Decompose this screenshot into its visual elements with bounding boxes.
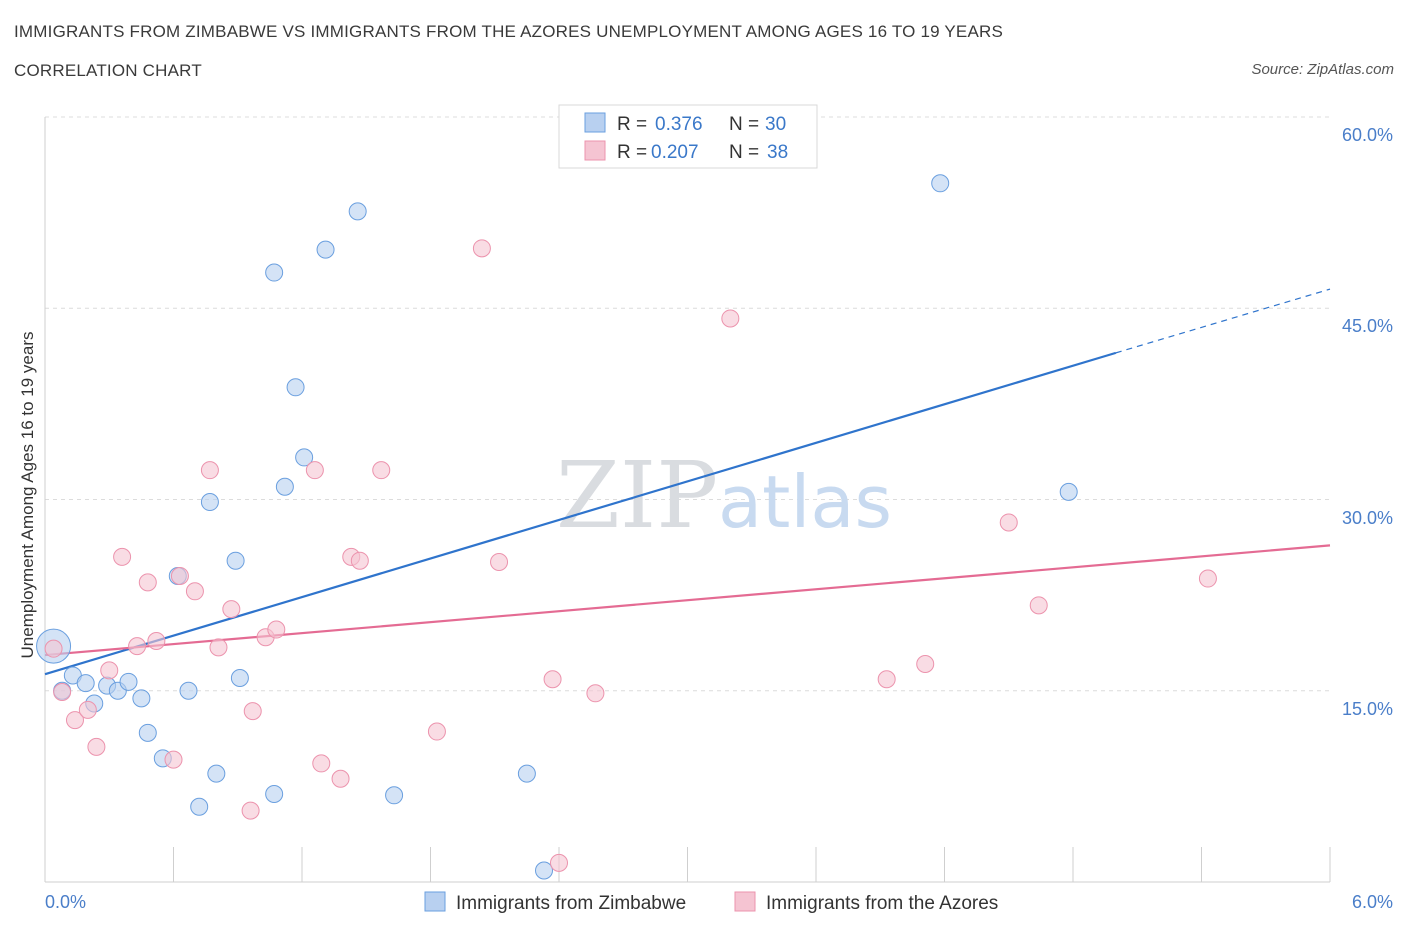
point-azores xyxy=(372,461,391,480)
legend-swatch-zimbabwe xyxy=(584,112,606,133)
point-azores xyxy=(543,670,562,689)
point-zimbabwe xyxy=(265,263,284,282)
chart-title: IMMIGRANTS FROM ZIMBABWE VS IMMIGRANTS F… xyxy=(14,22,1004,41)
point-azores xyxy=(550,853,568,872)
point-azores xyxy=(490,552,509,571)
legend-n-value-azores: 38 xyxy=(767,142,788,163)
legend-r-value-zimbabwe: 0.376 xyxy=(655,114,703,135)
point-zimbabwe xyxy=(286,378,305,397)
chart-subtitle: CORRELATION CHART xyxy=(14,61,202,80)
data-points xyxy=(36,174,1217,880)
bottom-legend-label-zimbabwe: Immigrants from Zimbabwe xyxy=(456,893,686,914)
legend-n-label-azores: N = xyxy=(729,142,759,163)
point-zimbabwe xyxy=(207,764,226,783)
legend-swatch-azores xyxy=(584,140,606,161)
y-tick-label-45: 45.0% xyxy=(1342,316,1393,336)
point-zimbabwe xyxy=(275,477,294,496)
point-azores xyxy=(241,801,260,820)
point-azores xyxy=(164,750,183,769)
point-azores xyxy=(305,461,324,480)
point-azores xyxy=(128,637,147,656)
point-azores xyxy=(586,684,605,703)
point-azores xyxy=(100,661,119,680)
bottom-legend-label-azores: Immigrants from the Azores xyxy=(766,893,998,914)
point-azores xyxy=(1029,596,1048,615)
point-zimbabwe xyxy=(200,493,219,512)
point-zimbabwe xyxy=(226,551,245,570)
point-azores xyxy=(267,620,286,639)
bottom-legend-swatch-zimbabwe xyxy=(424,891,446,912)
point-azores xyxy=(916,654,935,673)
point-zimbabwe xyxy=(385,786,404,805)
point-zimbabwe xyxy=(119,672,138,691)
point-zimbabwe xyxy=(316,240,335,259)
point-azores xyxy=(312,754,331,773)
point-zimbabwe xyxy=(517,764,536,783)
point-azores xyxy=(200,461,219,480)
point-azores xyxy=(44,639,63,658)
point-zimbabwe xyxy=(931,174,950,193)
point-zimbabwe xyxy=(190,797,209,816)
axes xyxy=(44,117,1331,883)
point-zimbabwe xyxy=(348,202,367,221)
point-azores xyxy=(87,737,106,756)
legend-r-label-zimbabwe: R = xyxy=(617,114,647,135)
point-azores xyxy=(170,567,189,585)
point-azores xyxy=(472,239,491,258)
point-azores xyxy=(877,670,896,689)
legend-n-value-zimbabwe: 30 xyxy=(765,114,786,135)
point-zimbabwe xyxy=(265,785,284,804)
trend-line-zimbabwe xyxy=(44,351,1117,676)
legend-n-label-zimbabwe: N = xyxy=(729,114,759,135)
point-azores xyxy=(331,769,350,788)
point-azores xyxy=(222,600,241,619)
x-tick-label-max: 6.0% xyxy=(1352,892,1393,912)
bottom-legend-swatch-azores xyxy=(734,891,756,912)
point-zimbabwe xyxy=(535,861,554,880)
point-azores xyxy=(147,632,166,651)
y-tick-label-60: 60.0% xyxy=(1342,125,1393,145)
point-azores xyxy=(209,638,228,657)
point-zimbabwe xyxy=(76,674,95,693)
bottom-legend: Immigrants from Zimbabwe Immigrants from… xyxy=(424,891,998,914)
y-axis-title: Unemployment Among Ages 16 to 19 years xyxy=(18,332,37,659)
point-zimbabwe xyxy=(138,723,157,742)
point-zimbabwe xyxy=(295,448,314,467)
trend-lines xyxy=(44,288,1331,676)
point-zimbabwe xyxy=(179,681,198,700)
point-zimbabwe xyxy=(1059,482,1078,501)
trend-line-zimbabwe-extension xyxy=(1115,288,1331,354)
watermark-atlas: atlas xyxy=(718,460,892,544)
point-azores xyxy=(721,309,740,328)
y-tick-label-30: 30.0% xyxy=(1342,508,1393,528)
point-azores xyxy=(350,551,369,570)
point-azores xyxy=(999,513,1018,532)
legend-r-label-azores: R = xyxy=(617,142,647,163)
point-zimbabwe xyxy=(230,669,249,687)
x-tick-label-min: 0.0% xyxy=(45,892,86,912)
point-azores xyxy=(78,700,97,719)
point-azores xyxy=(185,582,204,601)
point-azores xyxy=(138,573,157,592)
point-azores xyxy=(243,702,262,721)
point-azores xyxy=(53,683,72,702)
point-zimbabwe xyxy=(132,689,151,708)
point-azores xyxy=(113,547,132,566)
point-azores xyxy=(427,722,446,741)
point-azores xyxy=(1198,569,1217,588)
legend-r-value-azores: 0.207 xyxy=(651,142,699,163)
source-label: Source: ZipAtlas.com xyxy=(1251,61,1394,78)
legend-box: R = 0.376 N = 30 R = 0.207 N = 38 xyxy=(558,104,818,169)
y-tick-label-15: 15.0% xyxy=(1342,699,1393,719)
point-azores xyxy=(65,711,84,730)
